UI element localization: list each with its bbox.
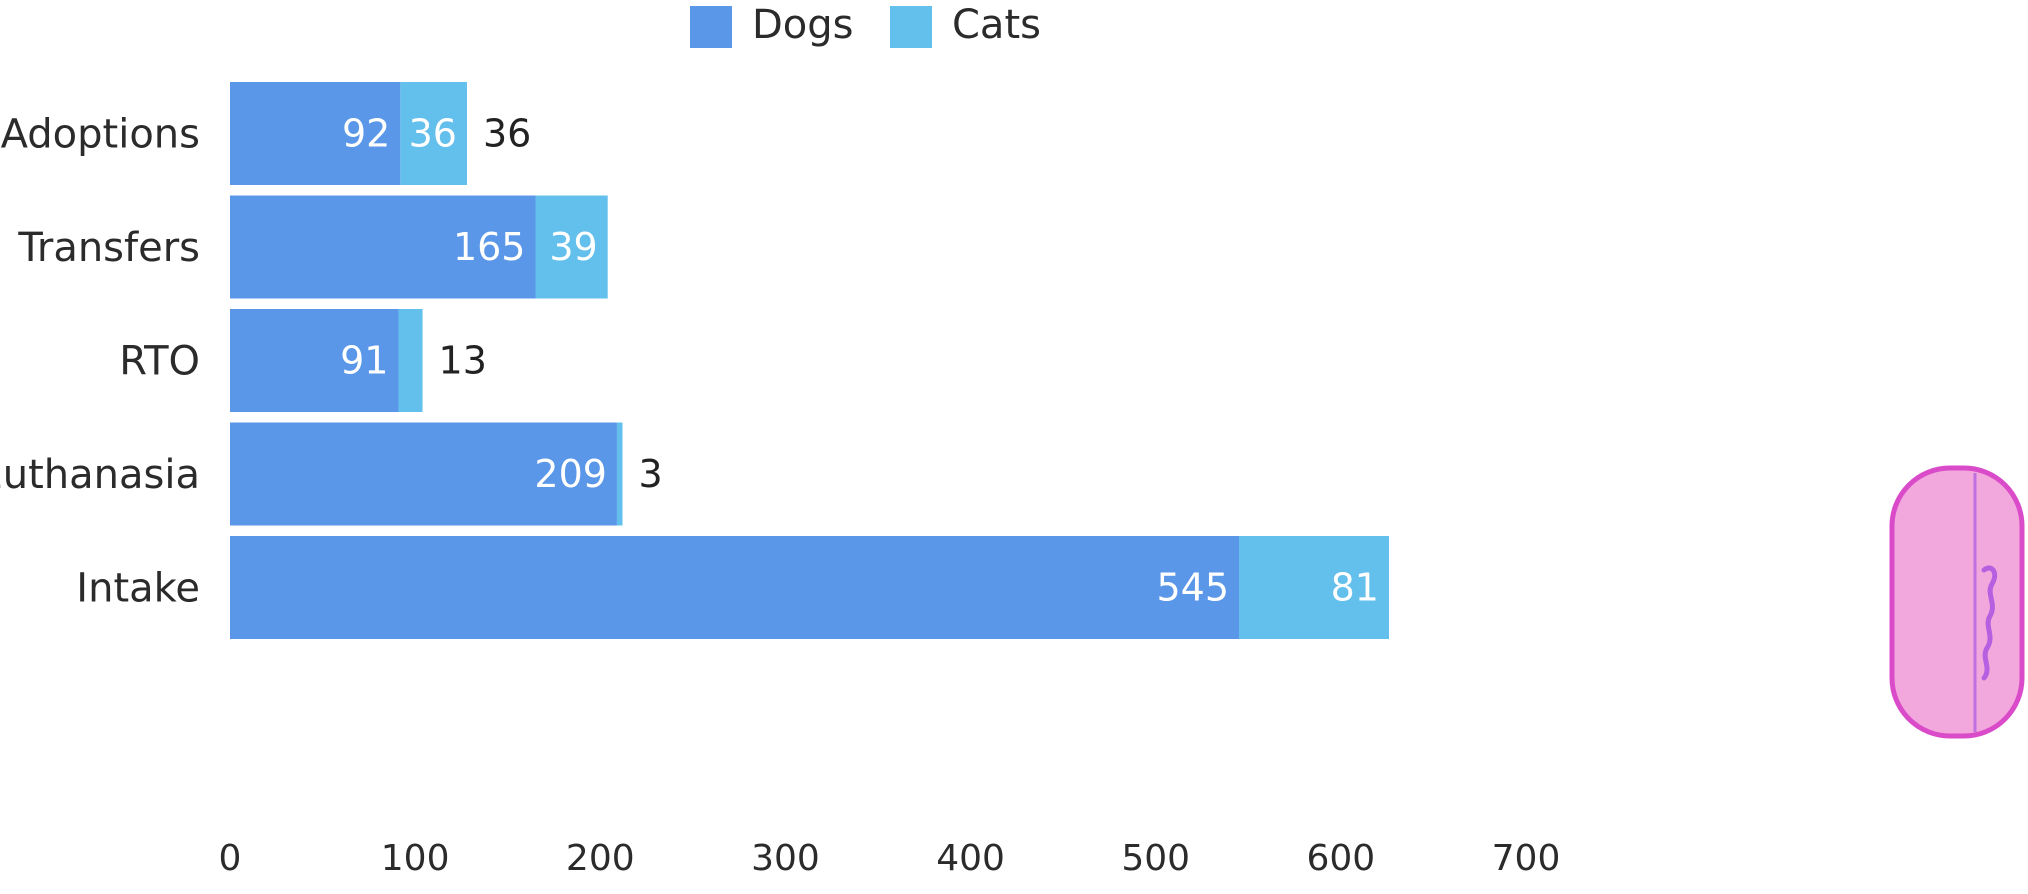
data-label-inside-dogs-euthanasia: 209 [534, 452, 607, 496]
bar-dogs-adoptions [230, 82, 401, 185]
bar-dogs-euthanasia [230, 422, 617, 526]
category-label-adoptions: Adoptions [1, 112, 200, 158]
data-label-inside-dogs-adoptions: 92 [342, 112, 390, 156]
x-tick-300: 300 [751, 838, 820, 879]
legend: Dogs Cats [690, 2, 1041, 48]
data-label-inside-dogs-transfers: 165 [453, 225, 526, 269]
data-label-outside-cats-euthanasia: 3 [639, 452, 663, 496]
bar-dogs-rto [230, 309, 399, 412]
category-label-transfers: Transfers [17, 225, 200, 271]
data-label-inside-cats-intake: 81 [1331, 566, 1379, 610]
stamp-scribble [1981, 565, 1998, 681]
labels-layer: Adoptions 92 36 36 Transfers 165 39 RTO 91 13 Euth… [0, 112, 1379, 612]
legend-swatch-dogs [690, 6, 732, 48]
data-label-outside-cats-rto: 13 [439, 339, 487, 383]
bar-cats-euthanasia [616, 422, 623, 526]
bar-dogs-transfers [230, 195, 536, 299]
data-label-inside-cats-transfers: 39 [549, 225, 597, 269]
category-label-intake: Intake [76, 566, 200, 612]
bars-layer [230, 82, 1389, 639]
x-tick-100: 100 [381, 838, 450, 879]
data-label-inside-cats-adoptions: 36 [409, 112, 457, 156]
bar-cats-transfers [535, 195, 608, 299]
data-label-inside-dogs-intake: 545 [1156, 566, 1229, 610]
x-tick-0: 0 [219, 838, 242, 879]
x-tick-200: 200 [566, 838, 635, 879]
bar-cats-rto [398, 309, 423, 412]
legend-swatch-cats [890, 6, 932, 48]
legend-label-cats: Cats [952, 2, 1041, 48]
x-tick-600: 600 [1306, 838, 1375, 879]
x-axis-ticks: 0 100 200 300 400 500 600 700 [219, 838, 1561, 879]
pink-stamp-icon [1889, 465, 2025, 739]
bar-cats-intake [1239, 536, 1389, 639]
x-tick-700: 700 [1492, 838, 1561, 879]
x-tick-400: 400 [936, 838, 1005, 879]
category-label-euthanasia: Euthanasia [0, 452, 200, 498]
stamp-oval [1889, 465, 2025, 739]
bar-dogs-intake [230, 536, 1240, 639]
legend-label-dogs: Dogs [752, 2, 854, 48]
category-label-rto: RTO [119, 339, 200, 385]
data-label-outside-cats-adoptions: 36 [483, 112, 531, 156]
bar-cats-adoptions [400, 82, 467, 185]
pink-stamp-icon [1889, 465, 2025, 739]
data-label-inside-dogs-rto: 91 [340, 339, 388, 383]
x-tick-500: 500 [1121, 838, 1190, 879]
